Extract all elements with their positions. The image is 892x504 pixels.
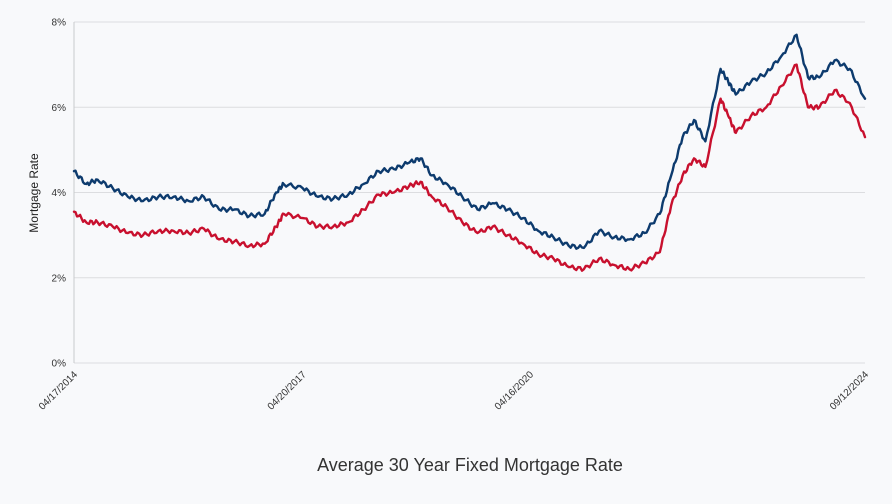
x-tick-label: 04/17/2014	[37, 369, 80, 412]
y-tick-label: 4%	[52, 188, 67, 199]
y-tick-label: 6%	[52, 103, 67, 114]
x-tick-label: 04/16/2020	[493, 369, 536, 412]
y-tick-label: 2%	[52, 273, 67, 284]
series-lines	[72, 33, 867, 272]
x-tick-label: 04/20/2017	[266, 369, 309, 412]
x-tick-labels: 04/17/2014 04/20/2017 04/16/2020 09/12/2024	[37, 369, 871, 412]
y-axis-label: Mortgage Rate	[27, 153, 41, 233]
grid-lines	[74, 21, 865, 364]
y-tick-label: 8%	[52, 18, 67, 29]
series-line-1	[72, 33, 867, 250]
x-tick-label: 09/12/2024	[828, 369, 871, 412]
series-line-2	[72, 63, 867, 272]
y-tick-label: 0%	[52, 359, 67, 370]
y-tick-labels: 0% 2% 4% 6% 8%	[52, 18, 67, 370]
chart-title: Average 30 Year Fixed Mortgage Rate	[317, 455, 623, 475]
